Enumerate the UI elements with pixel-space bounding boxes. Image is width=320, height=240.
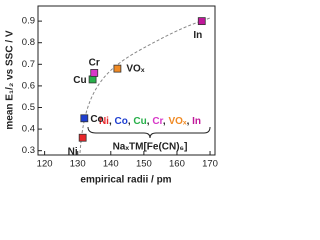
y-tick-label: 0.7 — [22, 59, 35, 70]
brace — [87, 126, 211, 139]
plot-frame — [37, 5, 216, 156]
metal-name: Co — [115, 116, 128, 127]
fit-curve — [79, 17, 211, 154]
point-label: Ni — [68, 146, 78, 157]
x-tick-label: 160 — [169, 159, 185, 170]
point — [78, 133, 87, 142]
y-tick-label: 0.8 — [22, 37, 35, 48]
x-tick-label: 170 — [202, 159, 218, 170]
x-tick-label: 120 — [37, 159, 53, 170]
separator: , — [128, 116, 131, 127]
y-tick-label: 0.6 — [22, 80, 35, 91]
point — [80, 114, 89, 123]
separator: , — [109, 116, 112, 127]
point — [90, 69, 99, 77]
chart: empirical radii / pm mean E₁/₂ vs SSC / … — [5, 5, 218, 186]
metal-name: In — [192, 116, 201, 127]
y-tick-label: 0.4 — [22, 124, 35, 135]
point-label: Cu — [73, 75, 86, 86]
point — [88, 75, 97, 84]
separator: , — [163, 116, 166, 127]
metal-name: Ni — [99, 116, 109, 127]
y-axis-label: mean E₁/₂ vs SSC / V — [5, 30, 16, 130]
point — [113, 64, 122, 73]
x-tick-label: 130 — [70, 159, 86, 170]
x-tick-label: 150 — [136, 159, 152, 170]
separator: , — [147, 116, 150, 127]
y-tick-label: 0.3 — [22, 145, 35, 156]
x-axis-label: empirical radii / pm — [80, 175, 171, 186]
compound-formula: NaₓTM[Fe(CN)₆] — [113, 142, 188, 153]
y-tick-label: 0.5 — [22, 102, 35, 113]
metal-list: Ni, Co, Cu, Cr, VOₓ, In — [99, 116, 201, 127]
point-label: Cr — [89, 58, 100, 69]
point-label: Co — [90, 114, 103, 125]
point-label: In — [193, 30, 202, 41]
metal-name: Cr — [152, 116, 163, 127]
x-tick-label: 140 — [103, 159, 119, 170]
y-tick-label: 0.9 — [22, 16, 35, 27]
metal-name: VOₓ — [168, 116, 186, 127]
page: {"chart_data": {"type": "scatter", "x_la… — [4, 5, 218, 186]
point-label: VOₓ — [126, 63, 144, 74]
separator: , — [187, 116, 190, 127]
metal-name: Cu — [133, 116, 146, 127]
point — [197, 17, 206, 26]
